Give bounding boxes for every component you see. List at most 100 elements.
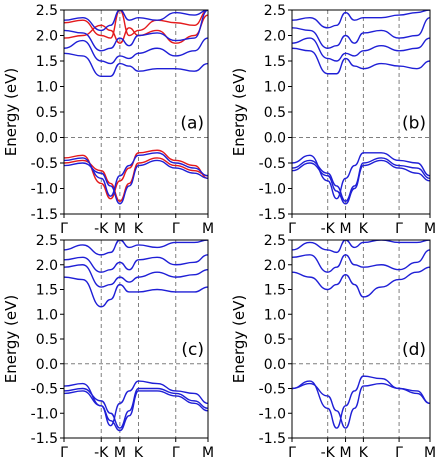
y-tick-label: -1.5 [259,431,286,447]
x-tick-label: Γ [395,445,403,461]
y-axis-label: Energy (eV) [2,295,20,383]
x-tick-label: Γ [60,221,68,237]
y-tick-label: -0.5 [31,382,58,398]
x-tick-label: Γ [172,221,180,237]
x-tick-label: K [134,445,144,461]
y-tick-label: 1.0 [264,307,286,323]
blue-band-line [292,152,430,200]
y-tick-label: 1.5 [264,54,286,70]
plot-frame [291,9,431,215]
y-tick-label: 0.0 [36,357,58,373]
x-tick-label: M [114,445,126,461]
blue-band-line [292,10,430,29]
plot-frame [63,9,209,215]
y-tick-label: 2.5 [264,3,286,19]
y-tick-label: -1.5 [31,431,58,447]
blue-band-line [292,47,430,75]
blue-band-line [64,152,208,197]
bands [64,240,208,432]
x-tick-label: M [114,221,126,237]
y-tick-label: 2.5 [36,233,58,249]
blue-band-line [64,52,208,78]
x-tick-label: Γ [60,445,68,461]
y-tick-label: 0.5 [264,332,286,348]
y-tick-label: 2.0 [36,29,58,45]
y-tick-label: 0.0 [264,131,286,147]
x-tick-label: -K [94,221,109,237]
panel-label: (d) [402,340,426,360]
y-tick-label: -1.0 [31,182,58,198]
bands [292,10,430,205]
y-tick-label: 0.0 [264,357,286,373]
y-tick-label: -1.0 [259,406,286,422]
x-tick-label: M [339,221,351,237]
y-tick-label: 2.5 [36,3,58,19]
y-tick-label: -0.5 [259,156,286,172]
x-tick-label: M [339,445,351,461]
blue-band-line [64,390,208,432]
y-tick-label: 2.0 [264,258,286,274]
y-tick-label: -1.5 [259,207,286,223]
blue-band-line [292,157,430,202]
blue-band-line [292,266,430,298]
y-axis-label: Energy (eV) [230,295,248,383]
y-tick-label: 1.5 [36,283,58,299]
x-tick-label: -K [94,445,109,461]
y-tick-label: 1.0 [36,80,58,96]
x-tick-label: K [359,221,369,237]
panel-label: (a) [180,113,204,133]
panel-d: -1.5-1.0-0.50.00.51.01.52.02.5Γ -K M K Γ MEne… [230,233,436,461]
y-tick-label: -0.5 [259,382,286,398]
x-tick-label: M [202,445,214,461]
blue-band-line [64,387,208,429]
panel-a: -1.5-1.0-0.50.00.51.01.52.02.5Γ -K M K Γ MEne… [2,3,214,237]
blue-band-line [64,10,208,52]
y-tick-label: -0.5 [31,156,58,172]
x-tick-label: M [424,445,436,461]
y-tick-label: -1.0 [259,182,286,198]
blue-band-line [64,254,208,273]
y-tick-label: 1.0 [264,80,286,96]
blue-band-line [292,16,430,49]
y-tick-label: 0.5 [36,105,58,121]
y-axis-label: Energy (eV) [2,68,20,156]
panel-b: -1.5-1.0-0.50.00.51.01.52.02.5Γ -K M K Γ MEne… [230,3,436,237]
x-tick-label: Γ [172,445,180,461]
red-band-line [64,149,208,200]
blue-band-line [64,380,208,427]
blue-band-line [64,276,208,308]
x-tick-label: -K [321,221,336,237]
y-axis-label: Energy (eV) [230,68,248,156]
y-tick-label: -1.0 [31,406,58,422]
bands [64,10,208,205]
y-tick-label: 2.0 [36,258,58,274]
y-tick-label: 0.0 [36,131,58,147]
blue-band-line [292,249,430,273]
blue-band-line [64,10,208,32]
y-tick-label: 1.0 [36,307,58,323]
blue-band-line [64,37,208,65]
y-tick-label: -1.5 [31,207,58,223]
x-tick-label: M [424,221,436,237]
panel-c: -1.5-1.0-0.50.00.51.01.52.02.5Γ -K M K Γ MEne… [2,233,214,461]
blue-band-line [64,264,208,288]
y-tick-label: 2.5 [264,233,286,249]
blue-band-line [64,240,208,256]
blue-band-line [292,240,430,254]
blue-band-line [64,159,208,205]
blue-band-line [292,159,430,205]
blue-band-line [292,37,430,62]
panel-label: (b) [402,113,426,133]
x-tick-label: K [359,445,369,461]
x-tick-label: Γ [395,221,403,237]
red-band-line [64,157,208,202]
red-band-line [64,10,208,39]
y-tick-label: 0.5 [36,332,58,348]
blue-band-line [292,382,430,429]
y-tick-label: 1.5 [264,283,286,299]
y-tick-label: 2.0 [264,29,286,45]
panel-label: (c) [181,340,204,360]
x-tick-label: Γ [288,445,296,461]
y-tick-label: 0.5 [264,105,286,121]
